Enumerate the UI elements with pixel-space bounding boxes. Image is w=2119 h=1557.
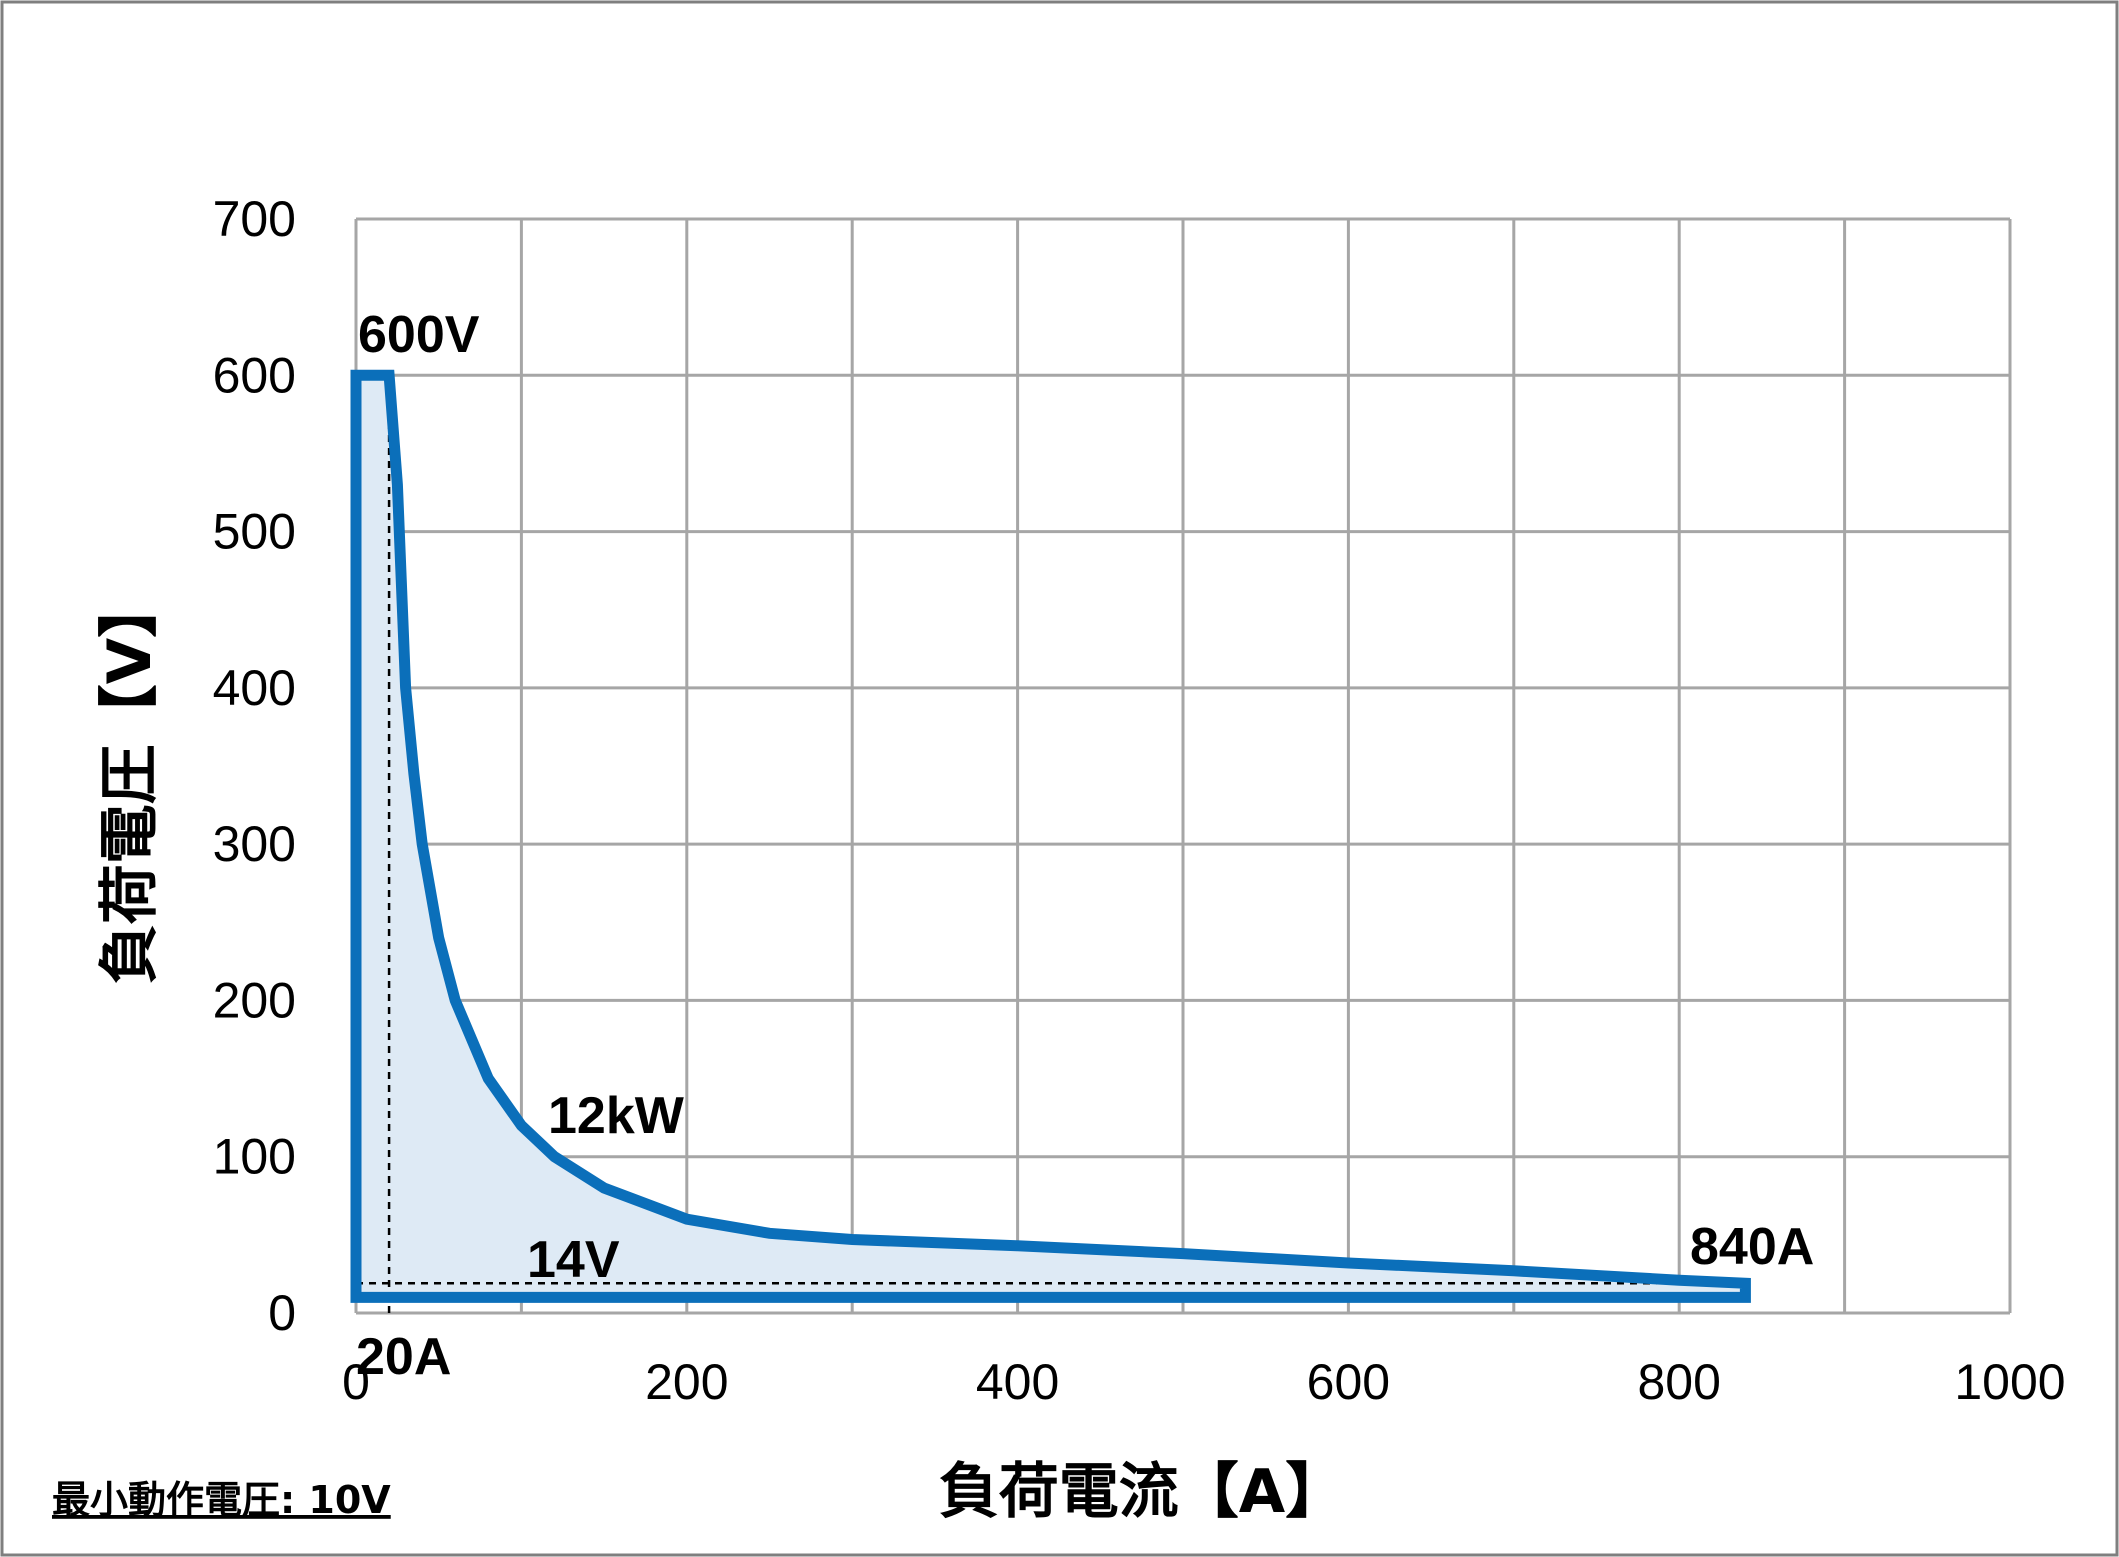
y-tick-label-300: 300 (213, 816, 296, 872)
x-tick-label-0: 0 (342, 1354, 370, 1410)
tick-labels: 0 100 200 300 400 500 600 700 0 200 400 600 800 1000 (213, 191, 2066, 1410)
x-axis-title: 負荷電流【A】 (939, 1457, 1345, 1527)
x-tick-label-200: 200 (645, 1354, 728, 1410)
y-tick-label-400: 400 (213, 660, 296, 716)
annotation-power: 12kW (548, 1087, 685, 1145)
gridlines (354, 217, 2012, 1315)
series-operating-boundary (350, 369, 1751, 1303)
annotation-min-current: 20A (356, 1328, 451, 1386)
reference-lines (356, 375, 1746, 1313)
footnote-min-operating-voltage: 最小動作電圧: 10V (52, 1478, 391, 1522)
y-tick-label-100: 100 (213, 1129, 296, 1185)
x-tick-label-1000: 1000 (1954, 1354, 2065, 1410)
annotation-max-voltage: 600V (358, 306, 480, 364)
y-tick-label-700: 700 (213, 191, 296, 247)
plot-area (356, 375, 1746, 1298)
x-tick-label-400: 400 (976, 1354, 1059, 1410)
y-tick-label-0: 0 (268, 1285, 296, 1341)
y-tick-label-200: 200 (213, 972, 296, 1028)
annotation-min-voltage: 14V (527, 1231, 620, 1289)
series-layer (350, 369, 1751, 1303)
y-tick-label-600: 600 (213, 347, 296, 403)
y-axis-title: 負荷電圧【V】 (95, 578, 165, 984)
operating-area-fill (356, 375, 1746, 1298)
x-tick-label-600: 600 (1307, 1354, 1390, 1410)
annotation-max-current: 840A (1690, 1218, 1814, 1276)
y-tick-label-500: 500 (213, 504, 296, 560)
x-tick-label-800: 800 (1637, 1354, 1720, 1410)
